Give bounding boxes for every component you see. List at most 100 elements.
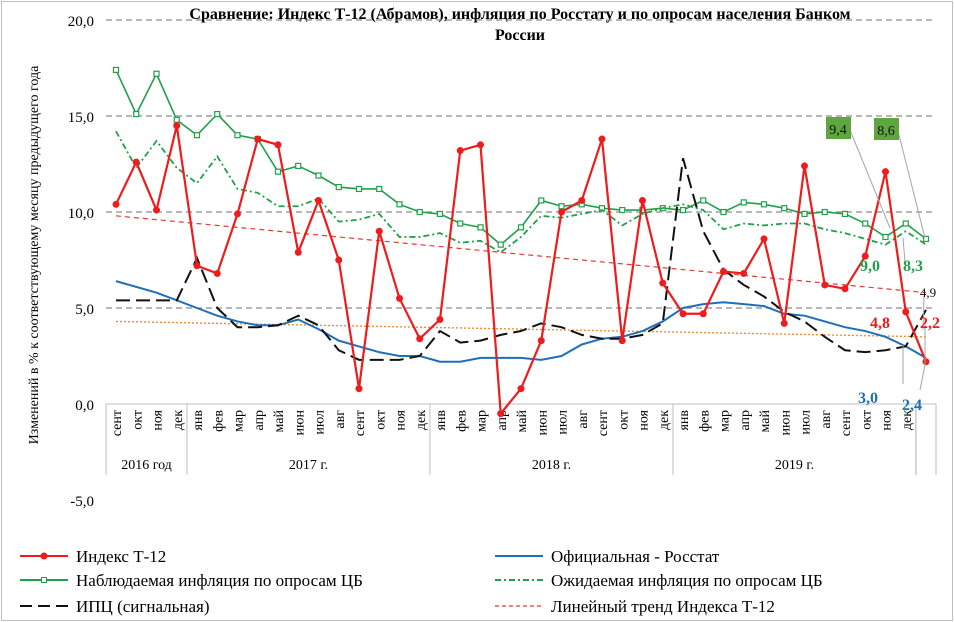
month-label: июл	[556, 410, 571, 435]
y-tick-label: -5,0	[70, 494, 94, 510]
data-point	[517, 385, 525, 393]
month-label: дек	[171, 410, 186, 430]
data-point	[679, 310, 687, 318]
data-point	[254, 135, 262, 143]
data-point	[376, 185, 383, 193]
annotation-box	[826, 117, 851, 139]
data-point	[457, 220, 464, 227]
data-point	[294, 248, 302, 256]
data-point	[416, 335, 424, 343]
data-point	[801, 210, 808, 218]
month-label: янв	[434, 410, 449, 431]
data-point	[740, 269, 748, 277]
month-label: окт	[130, 410, 145, 430]
data-point	[902, 308, 910, 316]
data-point	[335, 183, 342, 191]
data-point	[538, 197, 545, 204]
data-point	[396, 294, 403, 302]
data-point	[497, 241, 504, 248]
data-point	[416, 208, 423, 216]
month-label: ноя	[637, 409, 652, 430]
data-point	[781, 205, 788, 212]
data-point	[355, 385, 363, 393]
data-point	[396, 201, 403, 208]
legend-label: Официальная - Росстат	[551, 547, 720, 566]
data-point	[436, 210, 444, 218]
data-point	[598, 135, 606, 143]
data-point	[375, 227, 383, 235]
y-axis-label: Изменений в % к соответствующему месяцу …	[27, 65, 42, 444]
annotation-label: 4,8	[870, 315, 890, 332]
data-point	[193, 132, 201, 139]
data-point	[355, 185, 363, 193]
month-label: окт	[616, 410, 631, 430]
month-label: сент	[110, 410, 125, 436]
data-point	[578, 196, 586, 204]
chart-title-line-2: России	[495, 27, 545, 44]
y-tick-label: 5,0	[75, 302, 94, 318]
data-point	[295, 162, 302, 170]
data-point	[922, 358, 930, 366]
series-line	[115, 215, 927, 294]
data-point	[780, 319, 788, 327]
annotation-label: 3,0	[858, 390, 878, 407]
data-point	[274, 168, 282, 175]
data-point	[234, 210, 241, 218]
y-tick-label: 10,0	[68, 206, 94, 222]
data-point	[477, 141, 484, 149]
annotation-leader	[849, 129, 891, 229]
data-point	[700, 197, 707, 204]
data-point	[274, 141, 282, 149]
data-point	[315, 196, 322, 204]
month-label: окт	[859, 410, 874, 430]
month-label: дек	[900, 410, 915, 430]
annotation-label: 8,6	[877, 124, 895, 139]
annotation-label: 9,0	[860, 258, 880, 275]
data-point	[841, 210, 849, 218]
chart-title-line-1: Сравнение: Индекс Т-12 (Абрамов), инфляц…	[189, 6, 850, 23]
year-label: 2018 г.	[532, 458, 571, 473]
data-point	[558, 203, 565, 210]
data-point	[760, 235, 768, 243]
series-line	[115, 320, 927, 338]
data-point	[639, 196, 646, 204]
year-label: 2019 г.	[775, 458, 814, 473]
data-point	[882, 233, 889, 241]
data-point	[132, 158, 140, 166]
data-point	[821, 208, 828, 216]
month-label: авг	[576, 410, 591, 429]
month-label: фев	[211, 410, 226, 432]
series-line	[115, 280, 927, 363]
data-point	[821, 281, 829, 289]
legend-marker-dot	[40, 552, 48, 560]
month-label: июл	[799, 410, 814, 435]
data-point	[112, 200, 120, 208]
month-label: фев	[454, 410, 469, 432]
month-label: ноя	[880, 409, 895, 430]
month-label: мар	[475, 410, 490, 432]
data-point	[699, 310, 707, 318]
month-label: окт	[373, 410, 388, 430]
month-label: янв	[677, 410, 692, 431]
month-label: дек	[657, 410, 672, 430]
data-point	[760, 201, 768, 208]
month-label: мар	[718, 410, 733, 432]
data-point	[619, 206, 626, 214]
month-label: апр	[252, 410, 267, 431]
data-point	[720, 268, 727, 276]
month-label: май	[272, 410, 287, 433]
data-point	[213, 269, 221, 277]
data-point	[456, 147, 464, 155]
data-point	[862, 220, 869, 227]
annotation-leader	[897, 130, 926, 239]
month-label: сент	[596, 410, 611, 436]
data-point	[193, 262, 201, 270]
data-point	[436, 316, 444, 324]
annotation-label: 8,3	[903, 258, 923, 275]
annotation-box	[874, 118, 899, 140]
annotation-leader	[919, 364, 926, 391]
data-point	[335, 256, 343, 264]
annotation-label: 4,9	[920, 285, 936, 300]
